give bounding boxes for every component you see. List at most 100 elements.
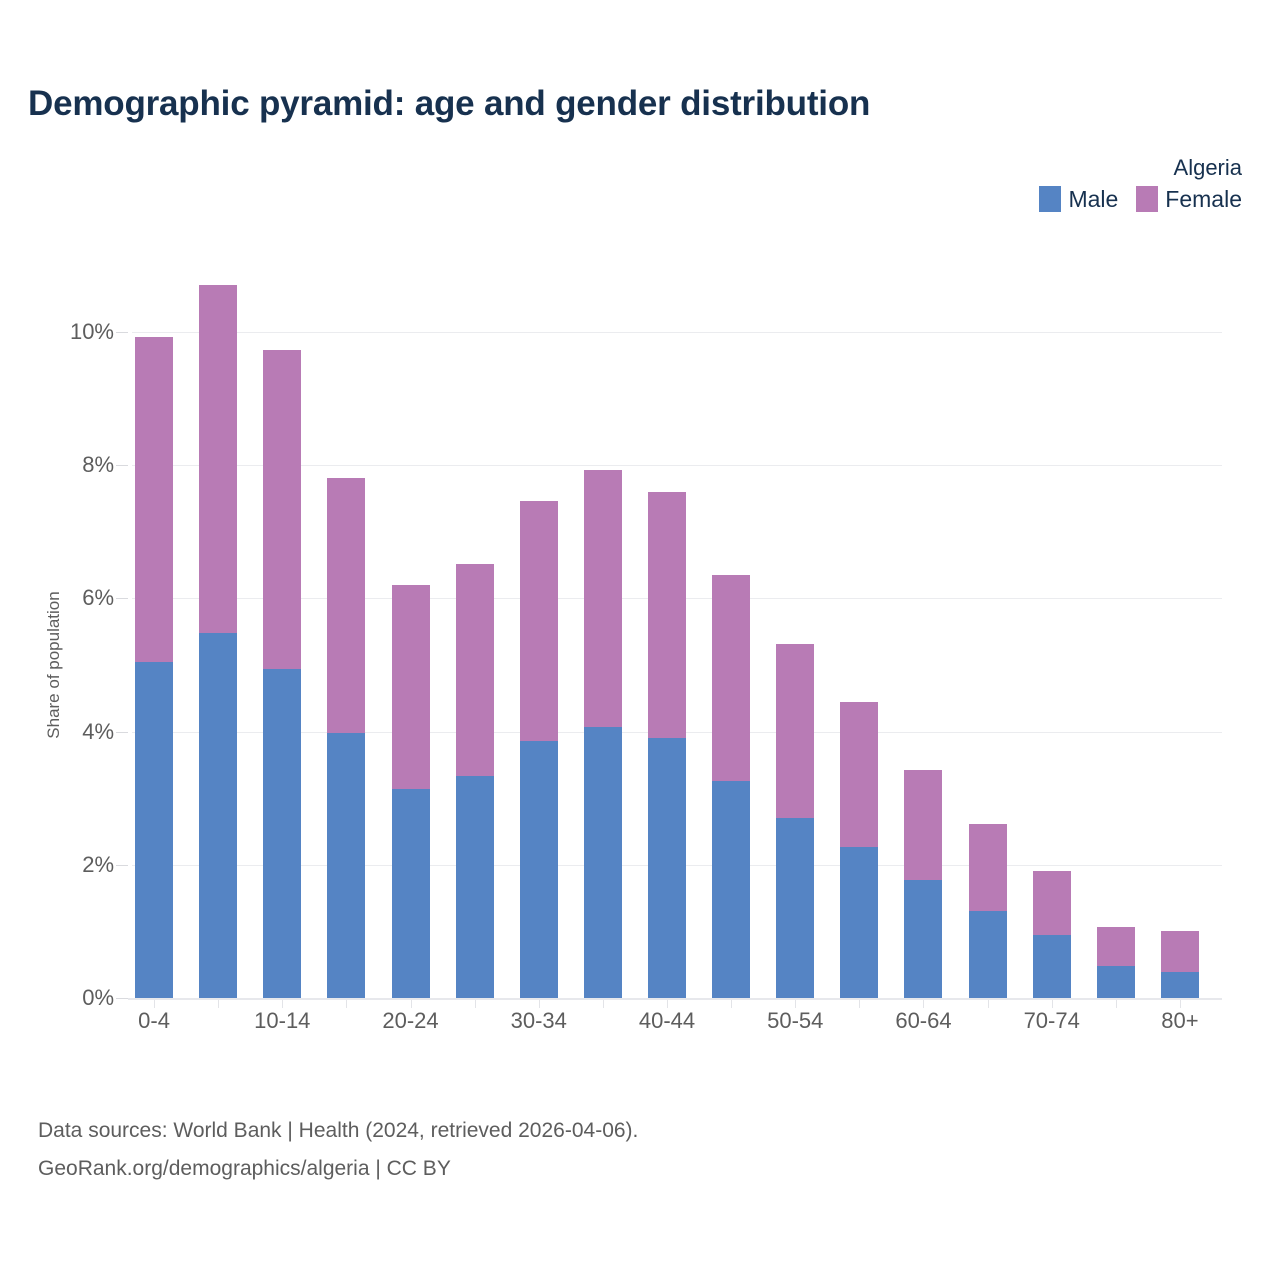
bar-segment-female[interactable]: [455, 564, 494, 776]
x-axis-tick-label: 30-34: [510, 1008, 567, 1033]
bar-50-54[interactable]: [776, 643, 815, 998]
x-axis-tick: [154, 1000, 156, 1008]
bar-segment-female[interactable]: [263, 350, 302, 669]
y-axis-tick-label: 0%: [82, 985, 114, 1010]
bar-segment-male[interactable]: [455, 775, 494, 998]
bar-segment-male[interactable]: [1032, 935, 1071, 998]
x-axis-tick: [987, 1000, 989, 1008]
x-axis-tick: [602, 1000, 604, 1008]
bar-segment-female[interactable]: [583, 469, 622, 727]
x-axis-tick-label: 60-64: [895, 1008, 952, 1033]
bar-segment-male[interactable]: [1160, 972, 1199, 998]
chart-footer: Data sources: World Bank | Health (2024,…: [38, 1112, 638, 1188]
bar-25-29[interactable]: [455, 564, 494, 998]
bar-segment-female[interactable]: [648, 491, 686, 739]
x-axis-tick-label: 20-24: [382, 1008, 439, 1033]
bar-segment-male[interactable]: [648, 738, 686, 998]
bar-segment-female[interactable]: [1160, 931, 1199, 973]
bar-segment-female[interactable]: [1096, 926, 1135, 967]
legend-item-male[interactable]: Male: [1039, 186, 1118, 212]
y-axis-tick-label: 2%: [82, 851, 114, 877]
x-axis-tick: [346, 1000, 348, 1008]
bar-segment-male[interactable]: [263, 669, 302, 998]
bar-segment-male[interactable]: [519, 740, 558, 998]
legend-label-female: Female: [1165, 186, 1242, 212]
x-axis-tick-label: 80+: [1161, 1008, 1199, 1033]
bar-segment-female[interactable]: [519, 501, 558, 741]
bar-55-59[interactable]: [840, 701, 879, 998]
x-axis-tick: [667, 1000, 668, 1008]
x-axis-tick: [923, 1000, 925, 1008]
bar-60-64[interactable]: [904, 769, 943, 998]
bar-segment-female[interactable]: [968, 824, 1007, 911]
x-axis-tick: [282, 1000, 284, 1008]
plot-area: Share of population 0% 2% 4% 6% 8% 10% 0-4 10-1…: [44, 285, 1222, 1033]
bar-15-19[interactable]: [327, 477, 366, 998]
bar-70-74[interactable]: [1032, 870, 1071, 998]
bar-40-44[interactable]: [648, 491, 686, 998]
bar-20-24[interactable]: [391, 585, 430, 998]
bar-segment-female[interactable]: [199, 285, 238, 634]
bar-segment-female[interactable]: [1032, 870, 1071, 936]
legend-item-female[interactable]: Female: [1136, 186, 1242, 212]
legend-swatch-female-icon: [1136, 186, 1159, 212]
bar-segment-male[interactable]: [840, 846, 879, 998]
bar-segment-male[interactable]: [904, 880, 943, 998]
bar-80+[interactable]: [1160, 931, 1199, 998]
bar-segment-male[interactable]: [583, 726, 622, 998]
bar-segment-female[interactable]: [776, 643, 815, 818]
footer-line-sources: Data sources: World Bank | Health (2024,…: [38, 1119, 639, 1142]
bar-segment-female[interactable]: [904, 769, 943, 881]
x-axis-tick: [1179, 1000, 1181, 1008]
legend-title: Algeria: [1173, 155, 1242, 180]
bar-segment-female[interactable]: [840, 701, 879, 847]
bar-0-4[interactable]: [135, 337, 174, 998]
x-axis-tick: [859, 1000, 861, 1008]
y-axis-tick: [116, 332, 128, 333]
legend-label-male: Male: [1068, 186, 1119, 212]
x-axis-tick: [474, 1000, 476, 1008]
x-axis-tick-label: 50-54: [767, 1008, 824, 1033]
x-axis-tick-label: 10-14: [254, 1008, 311, 1033]
bar-5-9[interactable]: [199, 285, 238, 998]
y-axis-tick-label: 6%: [82, 585, 114, 611]
x-axis-tick: [538, 1000, 540, 1008]
x-axis-tick-label: 40-44: [638, 1008, 696, 1033]
x-axis-tick: [1051, 1000, 1053, 1008]
bar-45-49[interactable]: [712, 575, 751, 998]
x-axis-tick: [795, 1000, 797, 1008]
x-axis-tick: [731, 1000, 733, 1008]
x-axis-tick: [410, 1000, 412, 1008]
bar-65-69[interactable]: [968, 824, 1007, 998]
bar-segment-female[interactable]: [712, 575, 751, 781]
bar-segment-male[interactable]: [391, 788, 430, 998]
bar-75-79[interactable]: [1096, 926, 1135, 998]
x-axis-tick-label: 0-4: [138, 1008, 170, 1033]
y-axis-tick: [116, 864, 128, 866]
bar-segment-male[interactable]: [199, 633, 238, 998]
x-axis-tick-label: 70-74: [1023, 1008, 1080, 1033]
y-axis-tick-label: 8%: [82, 452, 114, 478]
bar-segment-female[interactable]: [135, 337, 174, 663]
x-axis-tick: [218, 1000, 220, 1008]
bar-segment-male[interactable]: [1096, 966, 1135, 998]
bar-10-14[interactable]: [263, 350, 302, 998]
legend-swatch-male-icon: [1039, 186, 1062, 212]
gridline: [132, 465, 1222, 467]
y-axis-tick-label: 4%: [82, 718, 114, 744]
bar-segment-male[interactable]: [135, 662, 174, 998]
footer-line-attribution: GeoRank.org/demographics/algeria | CC BY: [38, 1157, 451, 1180]
bar-30-34[interactable]: [519, 501, 558, 998]
bar-segment-male[interactable]: [776, 817, 815, 998]
bar-35-39[interactable]: [583, 469, 622, 998]
legend-items: Male Female: [1039, 186, 1242, 212]
bar-segment-female[interactable]: [391, 585, 430, 789]
chart-title: Demographic pyramid: age and gender dist…: [28, 84, 871, 123]
bar-segment-male[interactable]: [968, 910, 1007, 998]
chart-legend: Algeria Male Female: [1039, 155, 1242, 212]
bar-segment-female[interactable]: [327, 477, 366, 733]
bar-segment-male[interactable]: [712, 780, 751, 998]
y-axis-tick: [116, 465, 128, 467]
y-axis-tick: [116, 731, 128, 733]
bar-segment-male[interactable]: [327, 732, 366, 998]
